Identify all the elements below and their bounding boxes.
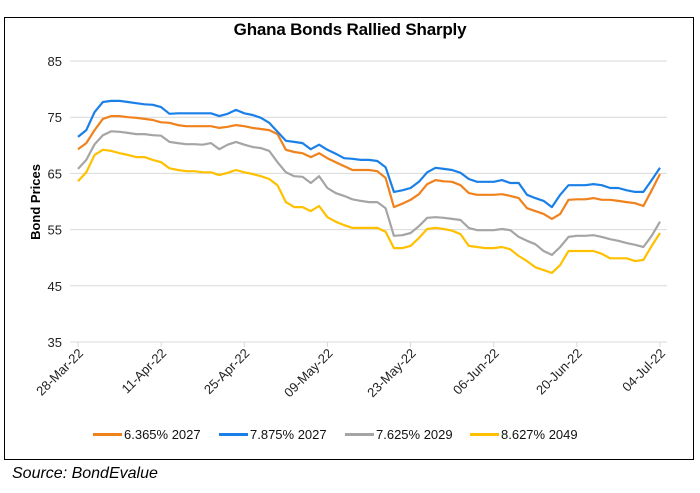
legend-swatch-0 [93, 433, 122, 436]
x-tick-label: 28-Mar-22 [33, 346, 86, 399]
x-tick-label: 23-May-22 [364, 346, 419, 401]
legend-swatch-3 [470, 433, 499, 436]
x-tick-label: 06-Jun-22 [450, 346, 502, 398]
legend-swatch-1 [219, 433, 248, 436]
legend-label-0: 6.365% 2027 [124, 427, 201, 442]
chart-frame [4, 17, 694, 460]
series-lines [77, 99, 661, 274]
series-line-0 [77, 114, 661, 220]
y-axis-ticks: 35 45 55 65 75 85 [48, 54, 62, 350]
series-line-1 [77, 99, 661, 209]
y-tick-label: 85 [48, 54, 62, 69]
x-tick-label: 25-Apr-22 [201, 346, 252, 397]
legend-label-2: 7.625% 2029 [376, 427, 453, 442]
legend: 6.365% 2027 7.875% 2027 7.625% 2029 8.62… [0, 427, 700, 445]
legend-item-2: 7.625% 2029 [345, 427, 453, 442]
x-tick-label: 04-Jul-22 [619, 346, 668, 395]
y-tick-label: 35 [48, 335, 62, 350]
legend-item-1: 7.875% 2027 [219, 427, 327, 442]
y-axis-label: Bond Prices [28, 164, 43, 240]
y-tick-label: 75 [48, 110, 62, 125]
legend-label-1: 7.875% 2027 [250, 427, 327, 442]
series-line-3 [77, 148, 661, 274]
source-note: Source: BondEvalue [12, 465, 158, 482]
x-tick-label: 09-May-22 [281, 346, 336, 401]
y-tick-label: 55 [48, 223, 62, 238]
x-axis-ticks: 28-Mar-22 11-Apr-22 25-Apr-22 09-May-22 23-M… [33, 342, 668, 400]
y-tick-label: 45 [48, 279, 62, 294]
x-tick-label: 11-Apr-22 [118, 346, 169, 397]
legend-item-3: 8.627% 2049 [470, 427, 578, 442]
gridlines [70, 60, 667, 343]
x-tick-label: 20-Jun-22 [533, 346, 585, 398]
series-line-2 [77, 130, 661, 256]
y-tick-label: 65 [48, 166, 62, 181]
legend-swatch-2 [345, 433, 374, 436]
chart-title: Ghana Bonds Rallied Sharply [233, 20, 467, 39]
legend-item-0: 6.365% 2027 [93, 427, 201, 442]
legend-label-3: 8.627% 2049 [501, 427, 578, 442]
